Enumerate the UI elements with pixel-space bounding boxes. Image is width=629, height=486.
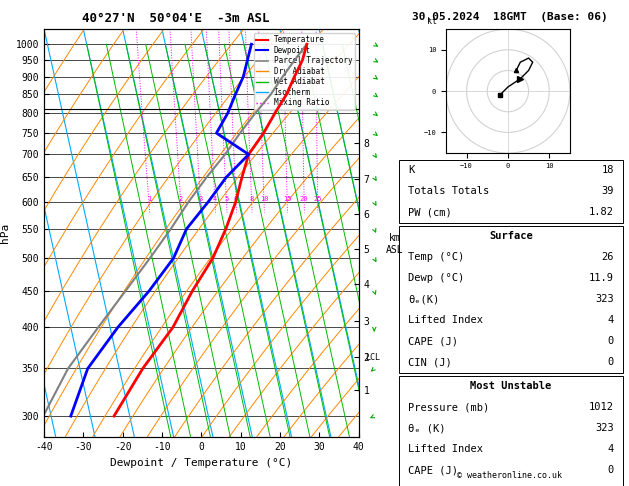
Text: kt: kt <box>427 17 437 26</box>
Text: 6: 6 <box>234 196 238 202</box>
Text: 4: 4 <box>213 196 217 202</box>
Text: 10: 10 <box>260 196 269 202</box>
Text: CIN (J): CIN (J) <box>408 357 452 367</box>
Text: Totals Totals: Totals Totals <box>408 186 489 196</box>
Text: Dewp (°C): Dewp (°C) <box>408 273 465 283</box>
Text: 11.9: 11.9 <box>589 273 614 283</box>
Text: Surface: Surface <box>489 231 533 242</box>
Text: 323: 323 <box>595 295 614 304</box>
X-axis label: Dewpoint / Temperature (°C): Dewpoint / Temperature (°C) <box>110 458 292 468</box>
Text: 26: 26 <box>601 252 614 262</box>
Text: 323: 323 <box>595 423 614 434</box>
Text: 40°27'N  50°04'E  -3m ASL: 40°27'N 50°04'E -3m ASL <box>82 12 270 25</box>
Text: 5: 5 <box>225 196 228 202</box>
Text: 0: 0 <box>608 466 614 475</box>
Text: 15: 15 <box>283 196 291 202</box>
Text: 20: 20 <box>300 196 308 202</box>
Text: CAPE (J): CAPE (J) <box>408 336 459 347</box>
Text: 25: 25 <box>313 196 322 202</box>
Text: 2: 2 <box>179 196 183 202</box>
Text: 1012: 1012 <box>589 402 614 413</box>
Text: K: K <box>408 165 415 175</box>
Text: 18: 18 <box>601 165 614 175</box>
Text: CAPE (J): CAPE (J) <box>408 466 459 475</box>
Text: 39: 39 <box>601 186 614 196</box>
Text: Pressure (mb): Pressure (mb) <box>408 402 489 413</box>
Text: 3: 3 <box>198 196 203 202</box>
Text: 4: 4 <box>608 444 614 454</box>
Y-axis label: km
ASL: km ASL <box>386 233 403 255</box>
Legend: Temperature, Dewpoint, Parcel Trajectory, Dry Adiabat, Wet Adiabat, Isotherm, Mi: Temperature, Dewpoint, Parcel Trajectory… <box>254 33 355 110</box>
Text: PW (cm): PW (cm) <box>408 207 452 217</box>
Text: LCL: LCL <box>365 353 380 362</box>
Text: 0: 0 <box>608 357 614 367</box>
Text: 1: 1 <box>147 196 151 202</box>
Text: θₑ (K): θₑ (K) <box>408 423 446 434</box>
Text: Temp (°C): Temp (°C) <box>408 252 465 262</box>
Text: Lifted Index: Lifted Index <box>408 315 483 325</box>
Text: θₑ(K): θₑ(K) <box>408 295 440 304</box>
Text: Lifted Index: Lifted Index <box>408 444 483 454</box>
Text: 30.05.2024  18GMT  (Base: 06): 30.05.2024 18GMT (Base: 06) <box>411 12 608 22</box>
Text: Most Unstable: Most Unstable <box>470 382 552 391</box>
Text: © weatheronline.co.uk: © weatheronline.co.uk <box>457 471 562 480</box>
Text: 4: 4 <box>608 315 614 325</box>
Text: 1.82: 1.82 <box>589 207 614 217</box>
Text: 0: 0 <box>608 336 614 347</box>
Y-axis label: hPa: hPa <box>0 223 10 243</box>
Text: 8: 8 <box>250 196 253 202</box>
